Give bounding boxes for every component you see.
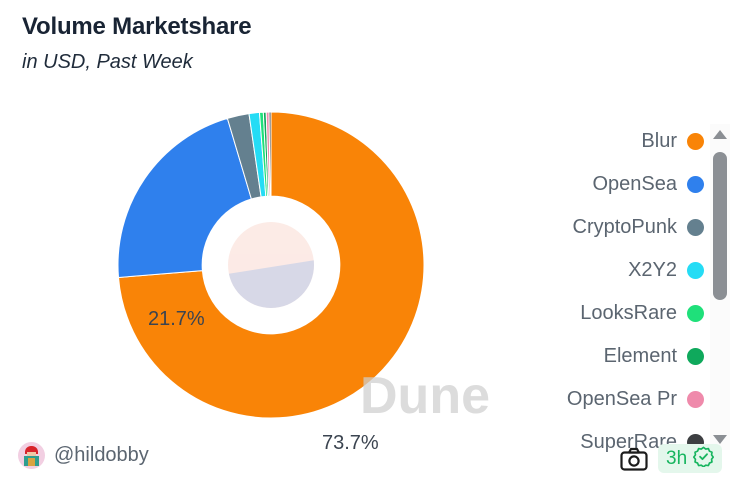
donut-chart[interactable] <box>118 112 424 418</box>
chart-plot-area: 21.7% 73.7% Dune <box>0 110 500 454</box>
scrollbar-thumb[interactable] <box>713 152 727 300</box>
scroll-down-arrow-icon[interactable] <box>713 435 727 444</box>
legend-item-looksrare[interactable]: LooksRare <box>498 292 704 335</box>
legend-item-opensea-pr[interactable]: OpenSea Pr <box>498 378 704 421</box>
center-logo-lower-band <box>228 259 314 308</box>
chart-subtitle: in USD, Past Week <box>22 51 193 73</box>
scroll-up-arrow-icon[interactable] <box>713 130 727 139</box>
legend-item-blur[interactable]: Blur <box>498 120 704 163</box>
legend-color-swatch <box>687 262 704 279</box>
dune-center-logo-mark <box>228 222 314 308</box>
legend-scrollbar[interactable] <box>710 124 730 450</box>
author-handle[interactable]: @hildobby <box>54 444 149 466</box>
legend-color-swatch <box>687 133 704 150</box>
page-title: Volume Marketshare <box>22 13 252 40</box>
slice-label-opensea: 21.7% <box>148 308 205 330</box>
camera-icon[interactable] <box>620 447 648 476</box>
legend-item-label: OpenSea <box>592 173 677 195</box>
author-credit[interactable]: @hildobby <box>18 442 149 469</box>
freshness-label: 3h <box>666 448 688 469</box>
legend-item-label: Blur <box>641 130 677 152</box>
slice-label-blur: 73.7% <box>322 432 379 454</box>
donut-slice-opensea[interactable] <box>118 117 252 279</box>
verified-check-icon <box>693 446 715 472</box>
donut-slice-blur[interactable] <box>118 112 424 418</box>
legend-color-swatch <box>687 176 704 193</box>
legend-item-x2y2[interactable]: X2Y2 <box>498 249 704 292</box>
legend-color-swatch <box>687 219 704 236</box>
chart-header: Volume Marketshare in USD, Past Week <box>22 12 542 76</box>
avatar <box>18 442 45 469</box>
legend-item-label: OpenSea Pr <box>566 388 677 410</box>
legend-item-opensea[interactable]: OpenSea <box>498 163 704 206</box>
data-freshness-badge[interactable]: 3h <box>658 444 723 473</box>
legend-item-label: CryptoPunk <box>572 216 678 238</box>
legend-item-label: Element <box>603 345 677 367</box>
legend-color-swatch <box>687 348 704 365</box>
legend-color-swatch <box>687 391 704 408</box>
avatar-face <box>27 452 36 457</box>
legend-item-label: SuperRare <box>580 431 677 452</box>
legend-item-label: X2Y2 <box>628 259 677 281</box>
donut-chart-svg[interactable] <box>118 112 424 418</box>
legend-color-swatch <box>687 305 704 322</box>
avatar-body-accent <box>28 458 35 466</box>
legend-item-element[interactable]: Element <box>498 335 704 378</box>
legend-item-label: LooksRare <box>580 302 677 324</box>
avatar-hat <box>25 446 38 454</box>
legend-item-cryptopunk[interactable]: CryptoPunk <box>498 206 704 249</box>
donut-slice-superrare[interactable] <box>268 112 272 197</box>
chart-legend[interactable]: Blur OpenSea CryptoPunk X2Y2 LooksRare Elemen… <box>498 120 704 452</box>
